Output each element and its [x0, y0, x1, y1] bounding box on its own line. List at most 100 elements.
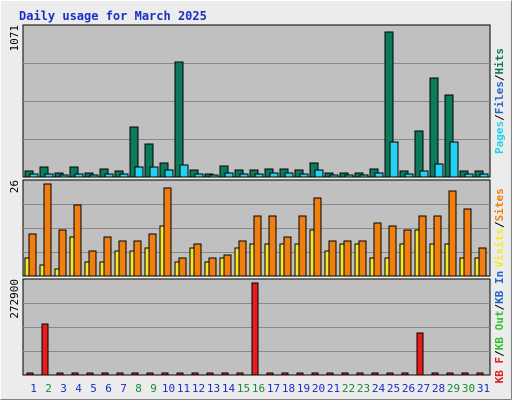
bar-hits-day-6	[99, 168, 109, 178]
day-label-10: 10	[162, 382, 175, 395]
bar-pages-day-1	[29, 173, 39, 178]
day-label-31: 31	[477, 382, 490, 395]
bar-sites-day-25	[388, 225, 397, 277]
day-label-4: 4	[75, 382, 82, 395]
side-legend-part: Sites	[493, 188, 506, 221]
bar-kb-f-day-22	[341, 372, 349, 376]
bar-pages-day-13	[209, 174, 219, 178]
side-legend-part: KB In	[493, 271, 506, 304]
bar-hits-day-28	[429, 77, 439, 178]
day-label-11: 11	[177, 382, 190, 395]
day-label-21: 21	[327, 382, 340, 395]
bar-pages-day-20	[314, 169, 324, 178]
bar-kb-f-day-14	[221, 372, 229, 376]
day-label-20: 20	[312, 382, 325, 395]
day-label-24: 24	[372, 382, 386, 395]
bar-sites-day-31	[478, 247, 487, 277]
panel-bot-side-legend: KB F/KB Out/KB In	[493, 271, 506, 384]
bar-pages-day-4	[74, 173, 84, 178]
day-label-9: 9	[150, 382, 157, 395]
bar-pages-day-30	[464, 173, 474, 178]
bar-kb-f-day-15	[236, 372, 244, 376]
bar-sites-day-27	[418, 215, 427, 277]
bar-kb-f-day-19	[296, 372, 304, 376]
bar-pages-day-17	[269, 172, 279, 178]
bar-kb-f-day-3	[56, 372, 64, 376]
bar-pages-day-31	[479, 173, 489, 178]
day-label-12: 12	[192, 382, 205, 395]
bar-pages-day-14	[224, 172, 234, 178]
bar-hits-day-29	[444, 94, 454, 178]
day-label-2: 2	[45, 382, 52, 395]
panel-top-side-legend: Pages/Files/Hits	[493, 48, 506, 154]
side-legend-part: Files	[493, 81, 506, 114]
side-legend-part: /	[493, 74, 506, 81]
bar-kb-f-day-29	[446, 372, 454, 376]
bar-kb-f-day-9	[146, 372, 154, 376]
day-label-8: 8	[135, 382, 142, 395]
day-label-6: 6	[105, 382, 112, 395]
bar-sites-day-6	[103, 236, 112, 277]
bar-pages-day-15	[239, 173, 249, 178]
bar-pages-day-16	[254, 173, 264, 178]
bar-hits-day-4	[69, 166, 79, 178]
bar-sites-day-4	[73, 204, 82, 277]
panel-bot-ymax-label: 272900	[8, 279, 21, 319]
bar-kb-f-day-24	[371, 372, 379, 376]
bar-pages-day-11	[179, 164, 189, 178]
bar-pages-day-22	[344, 174, 354, 178]
bar-sites-day-10	[163, 187, 172, 277]
day-label-7: 7	[120, 382, 127, 395]
side-legend-part: /	[493, 303, 506, 310]
panel-mid-ymax-label: 26	[8, 180, 21, 193]
side-legend-part: /	[493, 114, 506, 121]
bar-sites-day-3	[58, 229, 67, 277]
bar-sites-day-17	[268, 215, 277, 277]
day-label-17: 17	[267, 382, 280, 395]
bar-pages-day-29	[449, 141, 459, 178]
side-legend-part: /	[493, 350, 506, 357]
plot-area: 1071Pages/Files/Hits26Visits/Sites272900…	[8, 24, 506, 395]
bar-sites-day-29	[448, 190, 457, 277]
bar-pages-day-24	[374, 172, 384, 178]
panel-mid-side-legend: Visits/Sites	[493, 188, 506, 268]
side-legend-part: /	[493, 221, 506, 228]
bar-kb-f-day-17	[266, 372, 274, 376]
bar-sites-day-28	[433, 215, 442, 277]
bar-sites-day-2	[43, 183, 52, 277]
bar-pages-day-27	[419, 170, 429, 178]
day-label-1: 1	[30, 382, 37, 395]
day-label-3: 3	[60, 382, 67, 395]
bar-sites-day-22	[343, 240, 352, 277]
bar-sites-day-1	[28, 233, 37, 277]
bar-kb-f-day-2	[41, 323, 49, 376]
bar-pages-day-21	[329, 174, 339, 178]
bar-sites-day-7	[118, 240, 127, 277]
bar-pages-day-28	[434, 163, 444, 178]
bar-kb-f-day-30	[461, 372, 469, 376]
day-label-28: 28	[432, 382, 445, 395]
day-label-16: 16	[252, 382, 265, 395]
bar-hits-day-25	[384, 31, 394, 178]
bar-sites-day-8	[133, 240, 142, 277]
bar-sites-day-9	[148, 233, 157, 277]
side-legend-part: Visits	[493, 228, 506, 268]
bar-kb-f-day-27	[416, 332, 424, 376]
bar-kb-f-day-20	[311, 372, 319, 376]
chart-title: Daily usage for March 2025	[19, 9, 207, 23]
day-label-14: 14	[222, 382, 236, 395]
day-label-29: 29	[447, 382, 460, 395]
bar-sites-day-18	[283, 236, 292, 277]
side-legend-part: Hits	[493, 48, 506, 75]
bar-hits-day-27	[414, 130, 424, 178]
bar-sites-day-19	[298, 215, 307, 277]
bar-sites-day-20	[313, 197, 322, 277]
bar-pages-day-25	[389, 141, 399, 178]
bar-sites-day-5	[88, 250, 97, 277]
bar-kb-f-day-5	[86, 372, 94, 376]
bar-kb-f-day-31	[476, 372, 484, 376]
day-label-19: 19	[297, 382, 310, 395]
day-label-22: 22	[342, 382, 355, 395]
bar-kb-f-day-18	[281, 372, 289, 376]
bar-pages-day-5	[89, 174, 99, 178]
